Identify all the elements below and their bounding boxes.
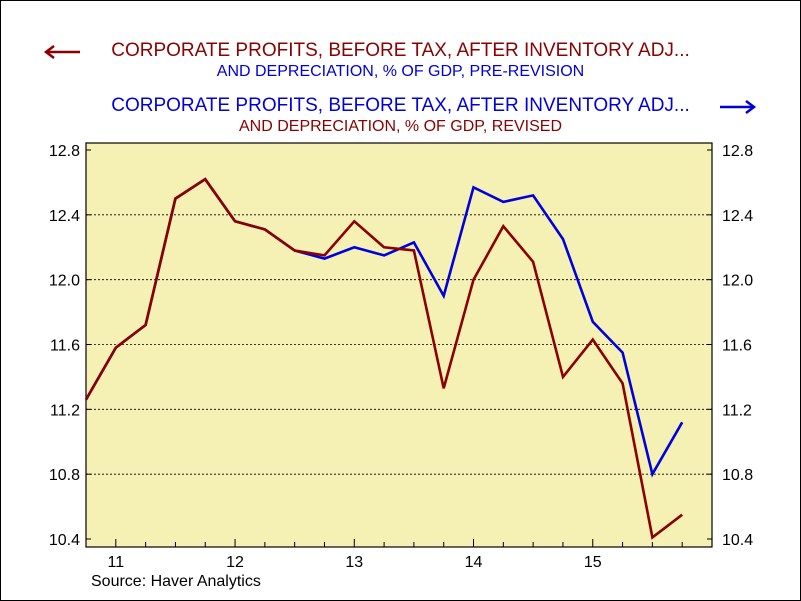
left-tick-label: 11.6 — [50, 338, 80, 355]
left-tick-label: 10.8 — [49, 467, 80, 484]
left-tick-label: 10.4 — [49, 532, 80, 549]
x-tick-label: 12 — [226, 554, 244, 571]
right-tick-label: 11.6 — [722, 338, 752, 355]
legend-series-1-line-1: CORPORATE PROFITS, BEFORE TAX, AFTER INV… — [111, 40, 690, 61]
right-axis-arrow-icon — [718, 99, 758, 120]
x-tick-label: 11 — [108, 554, 125, 571]
left-axis: 12.8 12.4 12.0 11.6 11.2 10.8 10.4 — [49, 143, 91, 549]
right-tick-label: 10.8 — [722, 467, 753, 484]
x-tick-label: 15 — [584, 554, 602, 571]
source-note: Source: Haver Analytics — [91, 573, 261, 590]
left-tick-label: 12.0 — [49, 273, 80, 290]
legend-series-2-line-1: CORPORATE PROFITS, BEFORE TAX, AFTER INV… — [111, 95, 690, 116]
right-tick-label: 12.4 — [722, 208, 753, 225]
right-tick-label: 11.2 — [722, 402, 752, 419]
x-tick-label: 14 — [465, 554, 483, 571]
x-tick-label: 13 — [345, 554, 363, 571]
left-tick-label: 12.8 — [49, 143, 80, 160]
plot-area — [85, 142, 713, 548]
gridlines — [86, 214, 712, 475]
right-tick-label: 12.8 — [722, 143, 753, 160]
right-tick-label: 12.0 — [722, 273, 753, 290]
series-line-2 — [84, 177, 683, 540]
right-tick-label: 10.4 — [722, 532, 753, 549]
left-axis-arrow-icon — [42, 44, 82, 65]
x-axis: 11 12 13 14 15 — [85, 539, 713, 571]
legend-series-1-line-2: AND DEPRECIATION, % OF GDP, PRE-REVISION — [216, 63, 585, 80]
left-tick-label: 12.4 — [49, 208, 80, 225]
right-axis: 12.8 12.4 12.0 11.6 11.2 10.8 10.4 — [707, 143, 753, 549]
series-lines — [84, 177, 684, 540]
left-tick-label: 11.2 — [50, 402, 80, 419]
legend-series-2-line-2: AND DEPRECIATION, % OF GDP, REVISED — [238, 118, 563, 135]
